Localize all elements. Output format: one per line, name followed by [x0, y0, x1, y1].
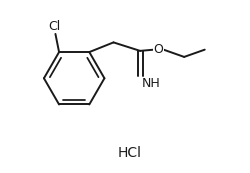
Text: Cl: Cl — [48, 20, 60, 33]
Text: NH: NH — [142, 78, 161, 90]
Text: HCl: HCl — [118, 146, 142, 160]
Text: O: O — [153, 43, 163, 56]
